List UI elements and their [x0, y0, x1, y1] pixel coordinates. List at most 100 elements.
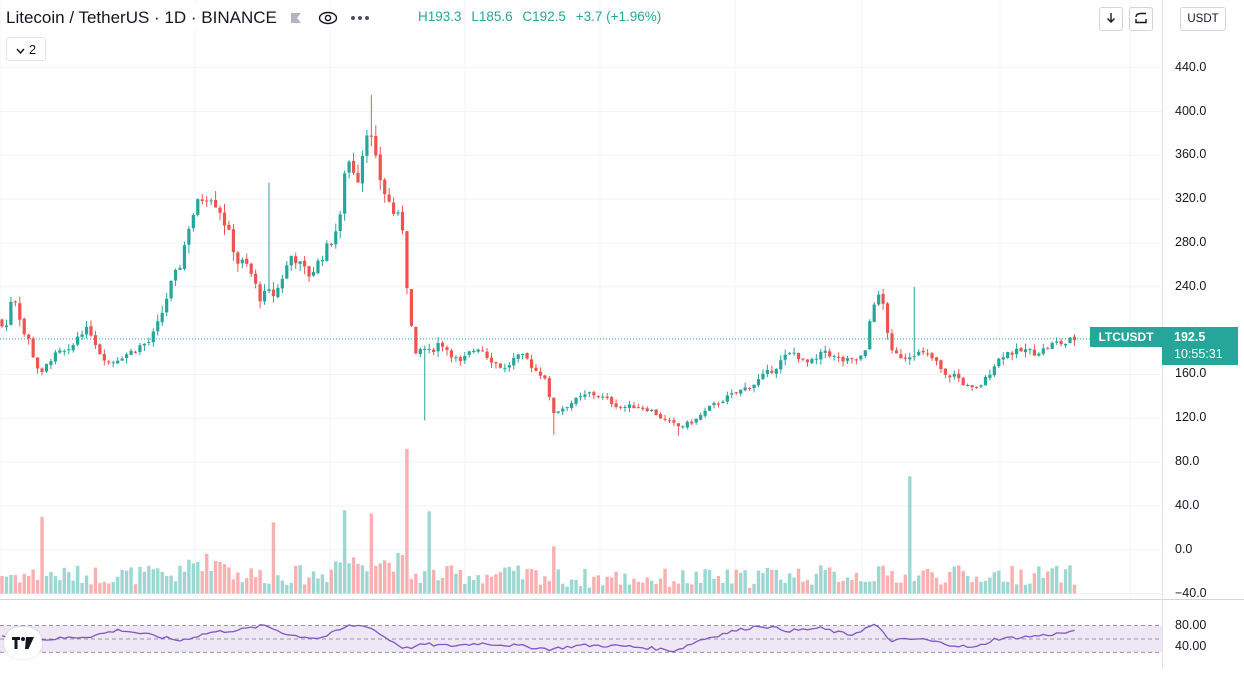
- volume-bar: [449, 565, 454, 594]
- candle-body: [147, 342, 151, 344]
- volume-bar: [779, 579, 783, 594]
- candle-body: [214, 199, 218, 208]
- candle-body: [271, 289, 276, 297]
- candle-body: [182, 245, 187, 269]
- candle-body: [396, 212, 400, 214]
- volume-bar: [552, 546, 556, 594]
- volume-bar: [1019, 569, 1023, 594]
- volume-bar: [374, 565, 378, 594]
- eye-icon[interactable]: [315, 7, 341, 29]
- candle-body: [80, 334, 84, 337]
- pane-separator[interactable]: [0, 599, 1244, 600]
- volume-bar: [316, 578, 320, 594]
- candle-body: [823, 350, 827, 353]
- chevron-down-icon: [16, 42, 25, 57]
- main-chart-pane[interactable]: [0, 0, 1162, 600]
- volume-bar: [543, 576, 547, 594]
- candle-body: [561, 408, 565, 412]
- volume-bar: [556, 569, 560, 594]
- candle-body: [1015, 348, 1019, 355]
- volume-bar: [1037, 566, 1041, 594]
- download-button[interactable]: [1099, 7, 1123, 31]
- candle-body: [618, 406, 623, 408]
- volume-bar: [489, 576, 494, 594]
- candle-body: [294, 256, 298, 264]
- candle-body: [578, 396, 583, 398]
- volume-bar: [787, 573, 792, 594]
- price-axis[interactable]: 440.0 400.0 360.0 320.0 280.0 240.0 160.0 120.0…: [1162, 0, 1244, 600]
- volume-bar: [1032, 573, 1037, 594]
- volume-bar: [872, 581, 876, 594]
- volume-bar: [925, 568, 930, 594]
- candle-body: [454, 357, 458, 359]
- currency-button[interactable]: USDT: [1180, 7, 1226, 31]
- volume-bar: [739, 572, 743, 594]
- volume-bar: [903, 574, 908, 594]
- indicators-toggle-button[interactable]: 2: [6, 37, 46, 61]
- volume-bar: [71, 580, 75, 594]
- more-icon[interactable]: [347, 7, 373, 29]
- volume-bar: [850, 580, 854, 594]
- rsi-axis[interactable]: 80.00 40.00: [1162, 600, 1244, 668]
- candle-body: [240, 259, 244, 264]
- volume-bar: [222, 564, 227, 594]
- candle-body: [467, 351, 471, 355]
- candle-body: [948, 375, 952, 378]
- volume-bar: [547, 581, 552, 594]
- candle-body: [1037, 353, 1041, 356]
- volume-bar: [997, 570, 1001, 594]
- volume-bar: [681, 570, 685, 594]
- volume-bar: [62, 567, 66, 594]
- candle-body: [748, 388, 752, 390]
- candle-body: [343, 173, 347, 214]
- candle-body: [445, 347, 449, 351]
- volume-bar: [142, 571, 147, 594]
- volume-bar: [245, 578, 249, 594]
- volume-bar: [761, 573, 765, 594]
- volume-bar: [934, 577, 939, 594]
- candle-body: [245, 258, 249, 264]
- volume-bar: [876, 566, 881, 594]
- candle-body: [592, 392, 596, 396]
- volume-bar: [636, 581, 641, 594]
- high-value: H193.3: [418, 9, 462, 24]
- symbol-title[interactable]: Litecoin / TetherUS · 1D · BINANCE: [6, 8, 277, 27]
- volume-bar: [236, 572, 240, 594]
- candle-body: [374, 136, 378, 156]
- candle-body: [961, 377, 965, 386]
- volume-bar: [351, 557, 356, 594]
- volume-bar: [756, 570, 761, 594]
- volume-bar: [253, 577, 258, 594]
- volume-bar: [414, 573, 418, 594]
- candle-body: [102, 354, 106, 361]
- volume-bar: [9, 574, 13, 594]
- rsi-chart[interactable]: [0, 600, 1162, 668]
- volume-bar: [894, 582, 899, 594]
- volume-bar: [1028, 583, 1032, 594]
- candle-body: [191, 214, 195, 229]
- candle-body: [178, 267, 182, 270]
- volume-bar: [694, 571, 698, 594]
- candle-body: [512, 357, 516, 366]
- candlestick-chart[interactable]: [0, 0, 1162, 600]
- volume-bar: [262, 583, 267, 594]
- tradingview-logo[interactable]: [4, 627, 42, 659]
- volume-bar: [859, 581, 863, 594]
- rsi-pane[interactable]: [0, 600, 1162, 668]
- candle-body: [1055, 341, 1059, 343]
- volume-bar: [289, 582, 293, 594]
- flag-icon[interactable]: [283, 7, 309, 29]
- volume-bar: [770, 569, 774, 594]
- candle-body: [298, 261, 302, 264]
- refresh-button[interactable]: [1129, 7, 1153, 31]
- rsi-axis-label: 40.00: [1175, 639, 1207, 653]
- volume-bar: [979, 581, 983, 594]
- volume-bar: [854, 573, 859, 594]
- candle-body: [196, 199, 200, 215]
- candle-body: [534, 367, 538, 371]
- volume-bar: [609, 577, 614, 594]
- candle-body: [0, 319, 4, 327]
- candle-body: [9, 301, 13, 325]
- candle-body: [1001, 357, 1005, 360]
- candle-body: [1006, 352, 1010, 358]
